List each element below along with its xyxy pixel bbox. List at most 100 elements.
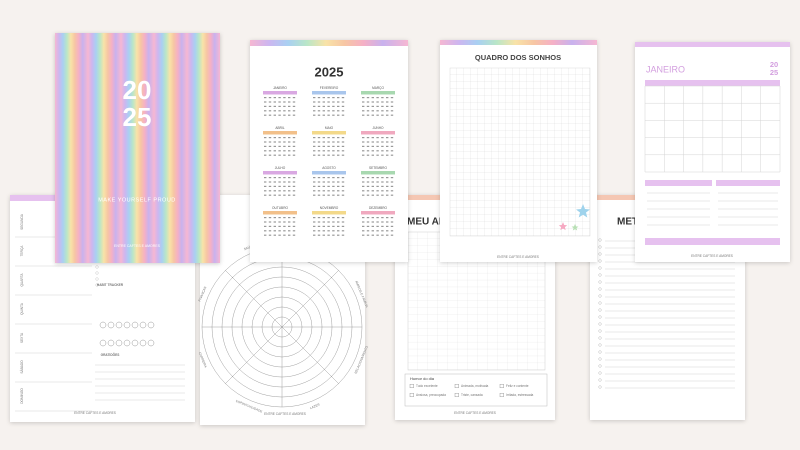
day [317, 154, 321, 156]
day [317, 145, 321, 147]
day [362, 181, 365, 183]
day [268, 105, 272, 107]
day [317, 181, 321, 183]
day [341, 105, 345, 107]
day [337, 154, 340, 156]
day [327, 145, 330, 147]
day [332, 110, 335, 112]
day [322, 221, 325, 223]
day [283, 114, 286, 116]
day [327, 221, 330, 223]
day-label: DOMINGO [20, 388, 24, 404]
day [362, 137, 365, 139]
day [268, 225, 272, 227]
day [390, 177, 394, 179]
day [264, 190, 267, 192]
day [362, 234, 365, 236]
day [283, 101, 286, 103]
day [366, 145, 370, 147]
month-bar [263, 171, 297, 175]
day [390, 150, 394, 152]
day [386, 101, 389, 103]
day [327, 97, 330, 99]
day [376, 190, 379, 192]
day [288, 137, 291, 139]
cover-page: 20 25 MAKE YOURSELF PROUD ENTRE CAFTES E… [55, 33, 220, 263]
day [381, 181, 384, 183]
day [362, 101, 365, 103]
day [381, 105, 384, 107]
bullet [598, 315, 602, 319]
habit-title: HABIT TRACKER [97, 283, 124, 287]
day [371, 194, 374, 196]
habit-circle [115, 321, 123, 329]
day [381, 137, 384, 139]
day [381, 101, 384, 103]
cover-brand: ENTRE CAFTES E AMORES [114, 244, 161, 248]
board-title: QUADRO DOS SONHOS [475, 53, 561, 62]
day [381, 154, 384, 156]
day [332, 150, 335, 152]
day [288, 185, 291, 187]
day [288, 177, 291, 179]
day [313, 114, 316, 116]
day [273, 177, 276, 179]
day [376, 185, 379, 187]
day [390, 225, 394, 227]
day [322, 217, 325, 219]
day [322, 225, 325, 227]
day [268, 194, 272, 196]
habit-circle [139, 339, 147, 347]
month-bar [361, 171, 395, 175]
day [283, 194, 286, 196]
day [268, 141, 272, 143]
day [283, 234, 286, 236]
day [386, 110, 389, 112]
day [341, 194, 345, 196]
day [292, 230, 296, 232]
day [332, 181, 335, 183]
day [371, 145, 374, 147]
day [278, 230, 281, 232]
day [362, 230, 365, 232]
month-bar [361, 211, 395, 215]
spoke [225, 326, 283, 384]
day [376, 114, 379, 116]
day [322, 97, 325, 99]
calendar-page: 2025 JANEIRO FEVEREIRO MARÇO ABRIL MAIO JUNHO… [250, 40, 408, 262]
day [366, 110, 370, 112]
day [337, 194, 340, 196]
day [371, 97, 374, 99]
day [268, 114, 272, 116]
day [278, 97, 281, 99]
panel-header [645, 180, 712, 186]
day [332, 177, 335, 179]
day [313, 225, 316, 227]
day [327, 177, 330, 179]
day [278, 225, 281, 227]
day [292, 97, 296, 99]
day [313, 150, 316, 152]
day [341, 190, 345, 192]
day [386, 190, 389, 192]
day [376, 181, 379, 183]
day [381, 141, 384, 143]
day [273, 230, 276, 232]
day [268, 137, 272, 139]
day [366, 114, 370, 116]
bullet [598, 245, 602, 249]
day [366, 221, 370, 223]
day [327, 150, 330, 152]
mood-box [404, 373, 548, 407]
day [376, 225, 379, 227]
day [264, 217, 267, 219]
day [283, 181, 286, 183]
day [337, 105, 340, 107]
month-name: SETEMBRO [369, 166, 387, 170]
day [268, 185, 272, 187]
mood-option: Feliz e contente [506, 384, 529, 388]
month-bar [312, 211, 346, 215]
day [341, 137, 345, 139]
day [322, 141, 325, 143]
day [376, 177, 379, 179]
